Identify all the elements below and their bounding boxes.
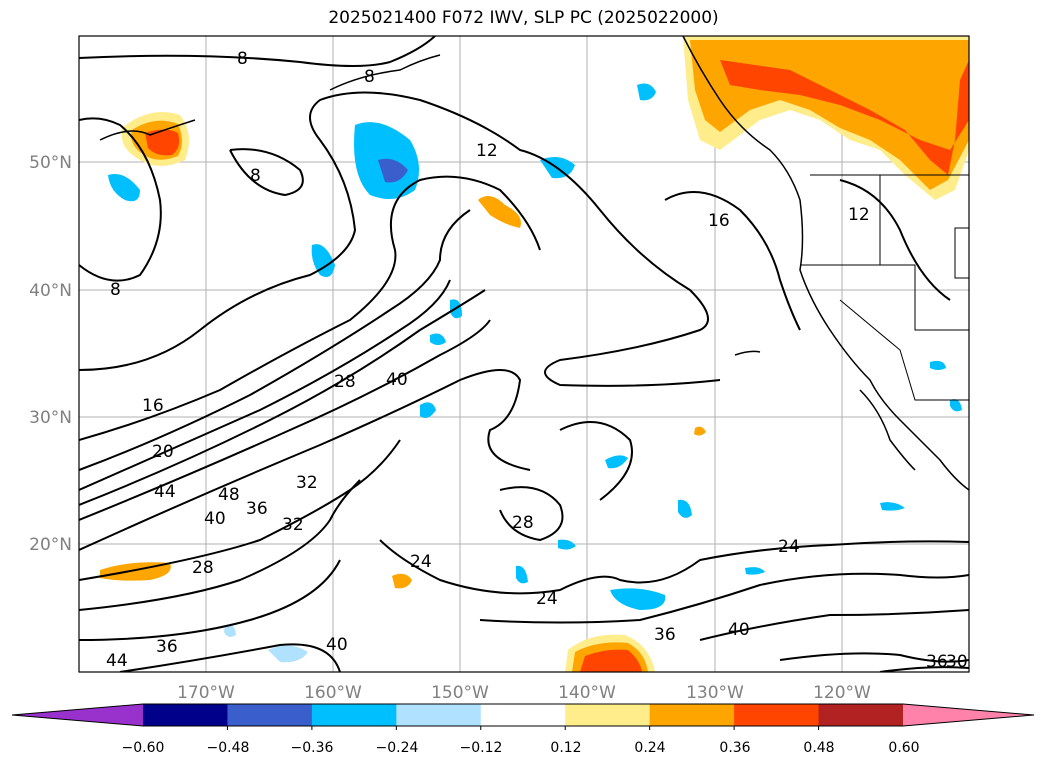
contour-label: 16 [142,396,164,416]
contour-label: 8 [110,280,121,300]
contour-label: 24 [778,537,800,557]
colorbar-tick-label: 0.36 [719,740,750,756]
colorbar-segment [143,704,228,726]
colorbar-segment [396,704,482,726]
colorbar-tick-label: −0.48 [207,740,250,756]
colorbar [11,703,1035,730]
colorbar-tick-label: 0.12 [550,740,581,756]
contour-label: 48 [218,485,240,505]
contour-label: 32 [296,473,318,493]
slp-contours [79,36,969,672]
gridlines [79,36,969,672]
contour-label: 12 [848,205,870,225]
contour-label: 36 [926,652,948,672]
colorbar-tick-label: 0.24 [634,740,665,756]
contour-label: 40 [204,509,226,529]
contour-label: 28 [334,372,356,392]
lon-tick-label: 160°W [304,683,362,703]
contour-label: 44 [154,482,176,502]
iwv-anomaly-shading [100,36,969,672]
colorbar-ticks: −0.60 −0.48 −0.36 −0.24 −0.12 0.12 0.24 … [122,740,920,756]
contour-label: 36 [654,625,676,645]
lon-tick-label: 120°W [813,683,871,703]
lon-tick-label: 150°W [431,683,489,703]
coastlines [99,36,969,491]
contour-label: 40 [326,635,348,655]
contour-label: 40 [386,370,408,390]
lon-tick-label: 170°W [177,683,235,703]
colorbar-segment [311,704,397,726]
contour-label: 36 [156,637,178,657]
colorbar-segment [565,704,651,726]
contour-label: 44 [106,651,128,671]
map-frame [78,35,970,673]
contour-label: 24 [410,552,432,572]
contour-label: 12 [476,141,498,161]
colorbar-extend-max [903,704,1034,726]
contour-label: 32 [282,515,304,535]
colorbar-tick-label: −0.36 [291,740,334,756]
colorbar-tick-label: 0.60 [888,740,919,756]
map-title: 2025021400 F072 IWV, SLP PC (2025022000) [328,8,719,28]
political-borders [800,174,969,401]
lon-tick-label: 140°W [558,683,616,703]
colorbar-tick-label: 0.48 [803,740,834,756]
map-area [79,36,969,672]
lat-tick-label: 50°N [29,153,72,173]
colorbar-extend-min [12,704,143,726]
colorbar-outline [11,703,1035,727]
colorbar-segment [734,704,820,726]
colorbar-tick-label: −0.12 [460,740,503,756]
contour-label: 24 [536,589,558,609]
contour-label: 28 [192,558,214,578]
colorbar-segment [649,704,735,726]
contour-label: 28 [512,513,534,533]
contour-label: 8 [237,49,248,69]
contour-labels: 8 8 8 8 12 16 16 20 28 40 44 48 40 36 32… [106,49,968,672]
contour-label: 40 [728,620,750,640]
contour-label: 8 [250,166,261,186]
contour-label: 20 [152,442,174,462]
colorbar-tick-label: −0.60 [122,740,165,756]
colorbar-segment [227,704,313,726]
colorbar-segment [818,704,904,726]
contour-label: 16 [708,211,730,231]
colorbar-segment [480,704,566,726]
lat-tick-label: 30°N [29,408,72,428]
contour-label: 30 [946,652,968,672]
lat-tick-label: 40°N [29,281,72,301]
contour-label: 8 [364,67,375,87]
contour-label: 36 [246,499,268,519]
lon-tick-label: 130°W [686,683,744,703]
colorbar-tick-label: −0.24 [376,740,419,756]
latitude-labels: 50°N 40°N 30°N 20°N [29,153,72,555]
longitude-labels: 170°W 160°W 150°W 140°W 130°W 120°W [177,683,871,703]
lat-tick-label: 20°N [29,535,72,555]
